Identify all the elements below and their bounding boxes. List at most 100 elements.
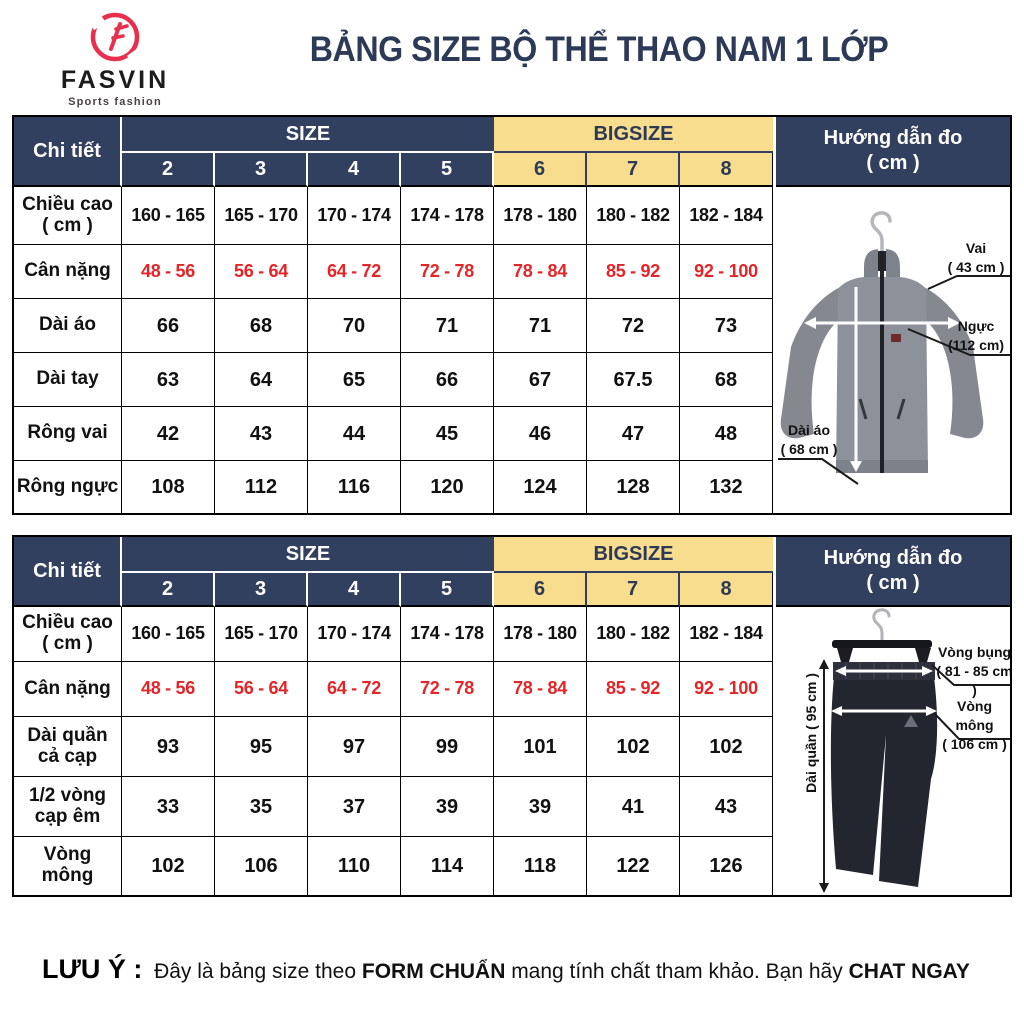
value-cell: 114 <box>401 837 494 895</box>
waist-annotation: Vòng bụng( 81 - 85 cm ) <box>936 644 1010 698</box>
value-cell: 124 <box>494 461 587 513</box>
value-cell: 170 - 174 <box>308 607 401 662</box>
value-cell: 41 <box>587 777 680 837</box>
size-grid-top: Chi tiết SIZE BIGSIZE 2 3 4 5 6 7 8 Chiều cao( cm … <box>14 117 773 513</box>
size-grid-bottom: Chi tiết SIZE BIGSIZE 2 3 4 5 6 7 8 Chiều cao( cm … <box>14 537 773 895</box>
jacket-length-annotation: Dài áo( 68 cm ) <box>780 422 838 457</box>
value-cell: 97 <box>308 717 401 777</box>
value-cell: 116 <box>308 461 401 513</box>
value-cell: 72 - 78 <box>401 662 494 717</box>
guide-header-line2: ( cm ) <box>866 572 920 594</box>
value-cell: 68 <box>215 299 308 353</box>
value-cell: 92 - 100 <box>680 662 773 717</box>
value-cell: 39 <box>494 777 587 837</box>
value-cell: 182 - 184 <box>680 607 773 662</box>
hanger-hook-icon <box>872 608 891 643</box>
value-cell: 122 <box>587 837 680 895</box>
guide-header-line1: Hướng dẫn đo <box>823 127 963 149</box>
value-cell: 72 - 78 <box>401 245 494 299</box>
value-cell: 56 - 64 <box>215 245 308 299</box>
note-line1: LƯU Ý : Đây là bảng size theo FORM CHUẨN… <box>42 954 970 984</box>
value-cell: 108 <box>122 461 215 513</box>
bigsize-col-header: 7 <box>587 573 680 607</box>
value-cell: 73 <box>680 299 773 353</box>
size-col-header: 3 <box>215 153 308 187</box>
guide-header-line1: Hướng dẫn đo <box>823 547 963 569</box>
value-cell: 174 - 178 <box>401 187 494 245</box>
pants-length-annotation: Dài quần ( 95 cm ) <box>803 673 819 793</box>
size-table-bottom: Chi tiết SIZE BIGSIZE 2 3 4 5 6 7 8 Chiều cao( cm … <box>12 535 1012 897</box>
value-cell: 102 <box>587 717 680 777</box>
size-band: SIZE <box>122 537 494 573</box>
value-cell: 45 <box>401 407 494 461</box>
value-cell: 165 - 170 <box>215 187 308 245</box>
value-cell: 110 <box>308 837 401 895</box>
note-label: LƯU Ý : <box>42 954 143 984</box>
value-cell: 95 <box>215 717 308 777</box>
brand-name: FASVIN <box>60 66 170 94</box>
value-cell: 66 <box>122 299 215 353</box>
row-label: Dài tay <box>14 353 122 407</box>
value-cell: 102 <box>680 717 773 777</box>
row-label: Chiều cao( cm ) <box>14 187 122 245</box>
bigsize-col-header: 6 <box>494 573 587 607</box>
value-cell: 44 <box>308 407 401 461</box>
hip-annotation: Vòng mông( 106 cm ) <box>942 698 1007 752</box>
value-cell: 120 <box>401 461 494 513</box>
row-label: Chiều cao( cm ) <box>14 607 122 662</box>
size-col-header: 5 <box>401 153 494 187</box>
value-cell: 85 - 92 <box>587 245 680 299</box>
value-cell: 165 - 170 <box>215 607 308 662</box>
corner-cell: Chi tiết <box>14 117 122 187</box>
value-cell: 85 - 92 <box>587 662 680 717</box>
value-cell: 43 <box>680 777 773 837</box>
value-cell: 178 - 180 <box>494 607 587 662</box>
size-col-header: 3 <box>215 573 308 607</box>
guide-header: Hướng dẫn đo ( cm ) <box>776 117 1010 187</box>
brand-tagline: Sports fashion <box>68 96 162 108</box>
bigsize-band: BIGSIZE <box>494 117 773 153</box>
value-cell: 71 <box>401 299 494 353</box>
value-cell: 63 <box>122 353 215 407</box>
value-cell: 178 - 180 <box>494 187 587 245</box>
value-cell: 180 - 182 <box>587 607 680 662</box>
bigsize-col-header: 6 <box>494 153 587 187</box>
size-col-header: 2 <box>122 573 215 607</box>
value-cell: 68 <box>680 353 773 407</box>
value-cell: 160 - 165 <box>122 607 215 662</box>
value-cell: 48 - 56 <box>122 245 215 299</box>
chest-annotation: Ngực (112 cm) <box>947 318 1005 353</box>
bigsize-band: BIGSIZE <box>494 537 773 573</box>
value-cell: 78 - 84 <box>494 662 587 717</box>
size-col-header: 5 <box>401 573 494 607</box>
value-cell: 64 <box>215 353 308 407</box>
bigsize-col-header: 8 <box>680 153 773 187</box>
guide-header-line2: ( cm ) <box>866 152 920 174</box>
bigsize-col-header: 8 <box>680 573 773 607</box>
value-cell: 70 <box>308 299 401 353</box>
row-label: Vòng mông <box>14 837 122 895</box>
value-cell: 112 <box>215 461 308 513</box>
value-cell: 48 - 56 <box>122 662 215 717</box>
value-cell: 132 <box>680 461 773 513</box>
value-cell: 47 <box>587 407 680 461</box>
value-cell: 101 <box>494 717 587 777</box>
guide-header: Hướng dẫn đo ( cm ) <box>776 537 1010 607</box>
row-label: Rông vai <box>14 407 122 461</box>
value-cell: 48 <box>680 407 773 461</box>
value-cell: 43 <box>215 407 308 461</box>
row-label: Rông ngực <box>14 461 122 513</box>
value-cell: 174 - 178 <box>401 607 494 662</box>
size-col-header: 2 <box>122 153 215 187</box>
row-label: 1/2 vòng cạp êm <box>14 777 122 837</box>
value-cell: 39 <box>401 777 494 837</box>
value-cell: 99 <box>401 717 494 777</box>
corner-cell: Chi tiết <box>14 537 122 607</box>
value-cell: 67.5 <box>587 353 680 407</box>
value-cell: 66 <box>401 353 494 407</box>
row-label: Cân nặng <box>14 245 122 299</box>
fasvin-logo-icon <box>88 12 144 64</box>
value-cell: 65 <box>308 353 401 407</box>
value-cell: 102 <box>122 837 215 895</box>
